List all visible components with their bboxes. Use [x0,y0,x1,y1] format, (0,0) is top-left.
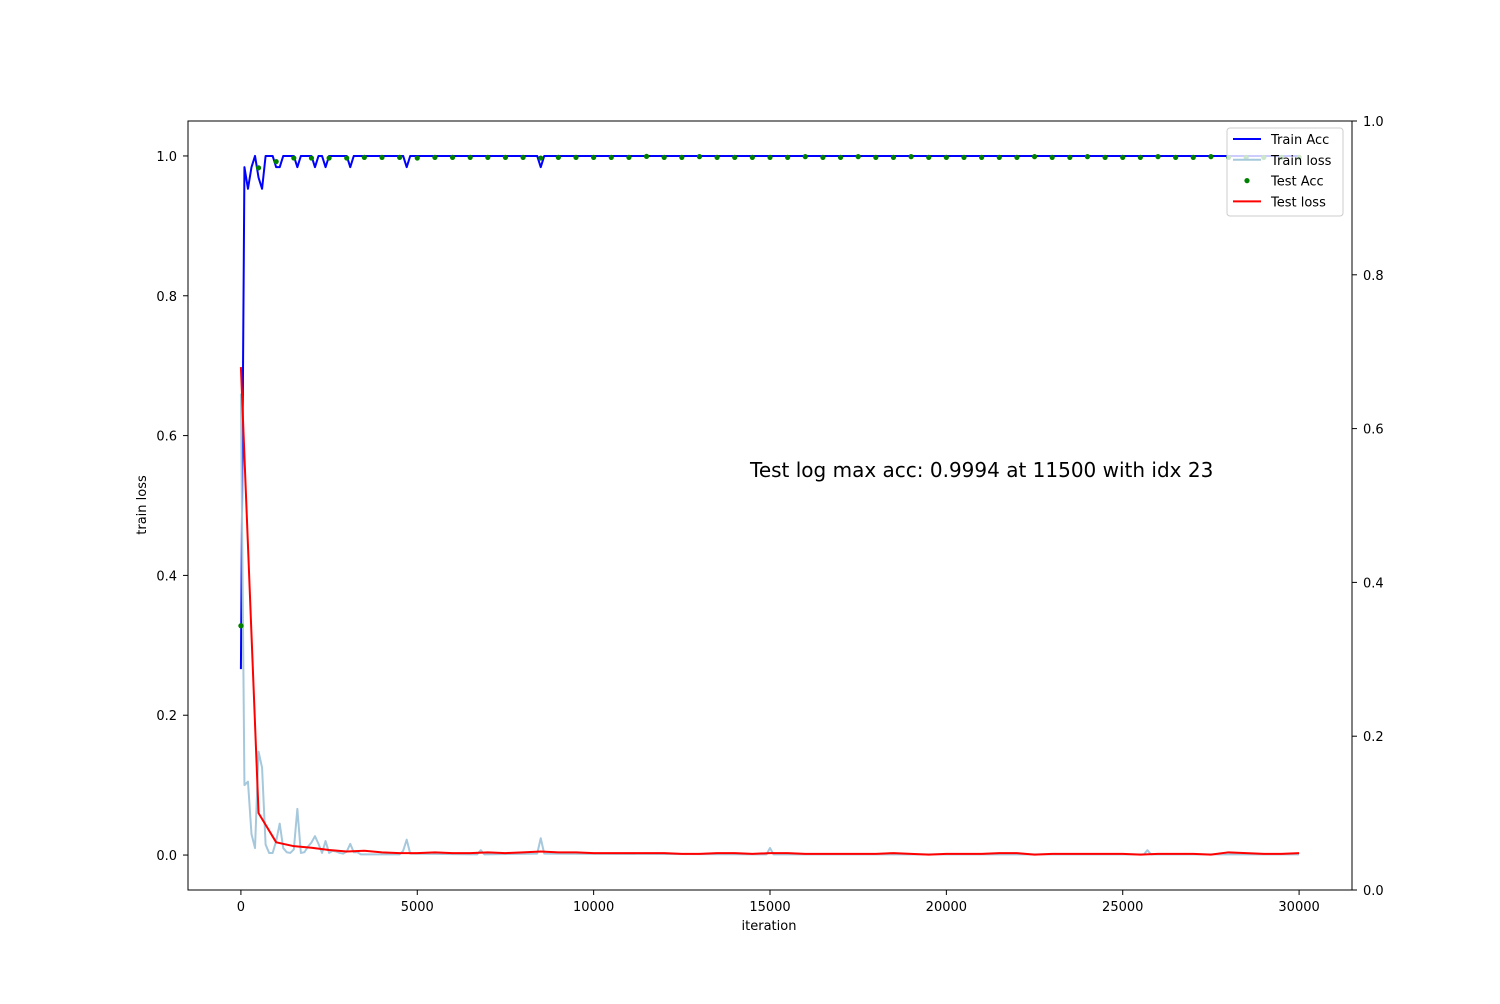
test-acc-point [873,154,879,160]
test-acc-point [1049,154,1055,160]
legend-label: Test loss [1270,195,1326,210]
test-acc-point [643,153,650,159]
test-acc-point [979,154,985,160]
test-acc-point [308,155,315,161]
legend: Train Acc Train loss Test Acc Test loss [1226,127,1344,217]
test-acc-point [749,154,755,160]
legend-label: Test Acc [1270,175,1324,190]
test-acc-point [1137,154,1143,160]
test-acc-point [1120,154,1126,160]
test-acc-point [820,154,826,160]
legend-box [1226,127,1344,217]
x-tick-label: 5000 [401,900,434,915]
x-tick-label: 0 [237,900,245,915]
test-acc-point [926,154,932,160]
test-acc-point [1155,154,1161,160]
y-axis-label: train loss [135,475,150,535]
test-acc-point [1190,154,1196,160]
test-acc-point [961,154,967,160]
test-acc-point [626,154,632,160]
test-acc-point [1067,154,1073,160]
test-acc-point [1031,154,1038,160]
test-acc-point [608,154,614,160]
axes: 0 5000 10000 15000 20000 25000 30000 0.0 0.2 0.4 0… [156,115,1383,915]
train-acc-line [239,154,1300,670]
test-acc-point [1014,154,1020,160]
test-acc-point [273,158,279,165]
test-acc-point [714,154,720,160]
x-tick-label: 20000 [926,900,967,915]
test-acc-point [1084,154,1091,160]
test-acc-point [449,154,456,160]
test-acc-point [414,155,420,161]
test-acc-point [732,154,738,160]
x-tick-label: 15000 [749,900,790,915]
test-acc-point [485,154,491,160]
y-tick-label: 0.0 [156,849,177,864]
test-acc-point [1102,154,1108,160]
test-acc-point [696,154,703,160]
test-acc-point [890,154,897,160]
legend-label: Train loss [1270,154,1332,169]
test-acc-point [502,154,509,160]
test-acc-point [467,154,473,160]
test-acc-point [943,154,949,160]
test-acc-point [855,154,861,160]
plot-area [238,153,1302,856]
x-axis-label: iteration [742,919,797,934]
test-acc-point [1173,154,1179,160]
test-acc-point [397,154,403,160]
test-acc-point [326,155,332,161]
y-tick-label: 0.4 [156,569,177,584]
test-acc-point [1208,154,1214,160]
test-acc-point [538,155,544,161]
test-acc-point [555,154,561,160]
test-acc-point [520,154,526,160]
test-loss-line [239,367,1300,856]
test-acc-point [767,154,773,160]
y2-tick-label: 0.8 [1363,269,1384,284]
test-acc-point [573,154,579,160]
x-tick-label: 10000 [573,900,614,915]
test-acc-point [996,154,1002,160]
test-acc-point [291,155,297,161]
annotation-text: Test log max acc: 0.9994 at 11500 with i… [749,458,1213,482]
test-acc-point [361,154,367,160]
legend-marker [1244,178,1250,184]
test-acc-point [908,154,914,160]
test-acc-point [379,154,385,160]
y-tick-label: 1.0 [156,150,177,165]
test-acc-point [837,154,844,160]
test-acc-point [238,623,244,629]
y2-tick-label: 0.0 [1363,884,1384,899]
test-acc-point [432,154,438,160]
y2-tick-label: 0.2 [1363,730,1384,745]
legend-label: Train Acc [1270,133,1329,148]
test-acc-point [591,154,597,160]
y-tick-label: 0.6 [156,430,177,445]
y-tick-label: 0.2 [156,709,177,724]
y2-tick-label: 0.6 [1363,423,1384,438]
y2-tick-label: 0.4 [1363,576,1384,591]
test-acc-point [661,154,667,160]
test-acc-point [344,155,350,161]
y-tick-label: 0.8 [156,290,177,305]
x-tick-label: 25000 [1102,900,1143,915]
test-acc-point [785,154,791,160]
test-acc-point [679,154,685,160]
x-tick-label: 30000 [1278,900,1319,915]
test-acc-point [802,154,808,160]
test-acc-point [255,165,262,171]
y2-tick-label: 1.0 [1363,115,1384,130]
